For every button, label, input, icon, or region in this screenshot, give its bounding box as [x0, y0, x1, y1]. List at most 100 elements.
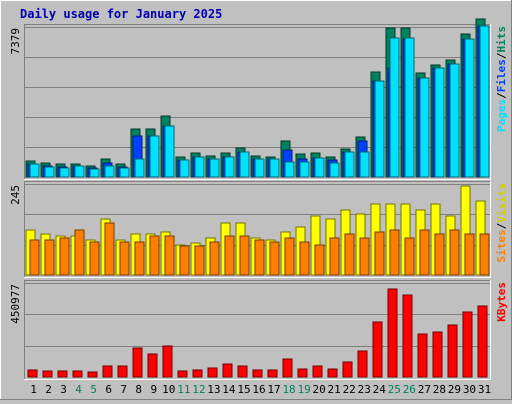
- x-tick-label-day-9: 9: [150, 383, 157, 396]
- legend-entry: Hits: [495, 26, 508, 53]
- legend-entry: /: [495, 222, 508, 229]
- chart-title: Daily usage for January 2025: [20, 7, 222, 21]
- x-tick-label-day-4: 4: [75, 383, 82, 396]
- bar-sites-day-9: [149, 235, 160, 276]
- bar-pages-day-27: [419, 77, 430, 178]
- x-tick-label-day-15: 15: [237, 383, 250, 396]
- bar-sites-day-19: [299, 241, 310, 276]
- legend-entry: Pages: [495, 99, 508, 132]
- bar-pages-day-6: [104, 165, 115, 178]
- bar-kbytes-day-27: [417, 333, 428, 378]
- bar-kbytes-day-8: [132, 347, 143, 378]
- bar-kbytes-day-6: [102, 365, 113, 378]
- bar-kbytes-day-20: [312, 365, 323, 378]
- bar-sites-day-16: [254, 239, 265, 276]
- x-tick-label-day-21: 21: [328, 383, 341, 396]
- legend-kbytes: KBytes: [495, 282, 508, 322]
- legend-entry: /: [495, 52, 508, 59]
- x-tick-label-day-30: 30: [463, 383, 476, 396]
- x-tick-label-day-17: 17: [267, 383, 280, 396]
- bar-kbytes-day-23: [357, 350, 368, 378]
- x-tick-label-day-31: 31: [478, 383, 491, 396]
- bar-pages-day-13: [209, 158, 220, 178]
- bar-sites-day-28: [434, 233, 445, 276]
- panels-layer: 7379Pages/Files/Hits245Sites/Visits45097…: [9, 18, 508, 380]
- panel-kbytes: 450977 KBytes: [9, 280, 508, 380]
- bar-kbytes-day-14: [222, 363, 233, 378]
- bar-pages-day-23: [359, 151, 370, 178]
- legend-entry: Visits: [495, 183, 508, 223]
- bar-sites-day-3: [59, 237, 70, 276]
- bar-sites-day-30: [464, 233, 475, 276]
- bar-pages-day-4: [74, 165, 85, 178]
- legend-entry: /: [495, 92, 508, 99]
- bar-pages-day-19: [299, 161, 310, 178]
- bar-sites-day-18: [284, 237, 295, 276]
- bar-pages-day-30: [464, 38, 475, 178]
- bar-kbytes-day-17: [267, 369, 278, 378]
- x-tick-label-day-16: 16: [252, 383, 265, 396]
- bar-kbytes-day-7: [117, 365, 128, 378]
- bar-sites-day-24: [374, 231, 385, 276]
- x-tick-label-day-20: 20: [313, 383, 326, 396]
- x-tick-label-day-6: 6: [105, 383, 112, 396]
- bar-kbytes-day-22: [342, 361, 353, 378]
- legend-entry: KBytes: [495, 282, 508, 322]
- x-tick-label-day-19: 19: [297, 383, 310, 396]
- legend-entry: Files: [495, 59, 508, 92]
- bar-pages-day-16: [254, 158, 265, 178]
- bar-pages-day-10: [164, 125, 175, 178]
- bar-kbytes-day-3: [57, 370, 68, 378]
- legend-entry: Sites: [495, 229, 508, 262]
- legend-hits_files_pages: Pages/Files/Hits: [495, 26, 508, 132]
- bar-sites-day-10: [164, 235, 175, 276]
- bar-pages-day-2: [44, 166, 55, 178]
- x-tick-label-day-23: 23: [358, 383, 371, 396]
- bar-pages-day-24: [374, 80, 385, 178]
- x-tick-label-day-1: 1: [30, 383, 37, 396]
- bar-pages-day-17: [269, 158, 280, 178]
- x-tick-label-day-7: 7: [120, 383, 127, 396]
- y-max-label: 7379: [9, 28, 22, 55]
- bar-kbytes-day-28: [432, 331, 443, 378]
- bar-kbytes-day-16: [252, 369, 263, 378]
- x-tick-label-day-28: 28: [433, 383, 446, 396]
- bar-sites-day-31: [479, 233, 490, 276]
- x-tick-label-day-12: 12: [192, 383, 205, 396]
- x-tick-label-day-22: 22: [343, 383, 356, 396]
- bar-sites-day-21: [329, 237, 340, 276]
- bar-sites-day-6: [104, 222, 115, 276]
- bar-kbytes-day-25: [387, 288, 398, 378]
- y-max-label: 245: [9, 185, 22, 205]
- bar-sites-day-7: [119, 241, 130, 276]
- bar-sites-day-20: [314, 244, 325, 276]
- bar-sites-day-22: [344, 233, 355, 276]
- bar-kbytes-day-21: [327, 368, 338, 378]
- bar-sites-day-5: [89, 241, 100, 276]
- bar-sites-day-11: [179, 245, 190, 276]
- x-tick-label-day-27: 27: [418, 383, 431, 396]
- x-tick-label-day-5: 5: [90, 383, 97, 396]
- bar-sites-day-17: [269, 241, 280, 276]
- bar-kbytes-day-18: [282, 358, 293, 378]
- bar-kbytes-day-12: [192, 369, 203, 378]
- bar-pages-day-18: [284, 161, 295, 178]
- bar-sites-day-13: [209, 241, 220, 276]
- bar-sites-day-1: [29, 239, 40, 276]
- bar-pages-day-14: [224, 156, 235, 178]
- bar-pages-day-26: [404, 37, 415, 178]
- bar-pages-day-7: [119, 167, 130, 178]
- x-tick-label-day-3: 3: [60, 383, 67, 396]
- bar-sites-day-23: [359, 237, 370, 276]
- bar-pages-day-25: [389, 37, 400, 178]
- bar-sites-day-2: [44, 239, 55, 276]
- y-max-label: 450977: [9, 284, 22, 324]
- bar-kbytes-day-9: [147, 353, 158, 378]
- x-tick-label-day-13: 13: [207, 383, 220, 396]
- bar-pages-day-21: [329, 162, 340, 178]
- bar-kbytes-day-1: [27, 369, 38, 378]
- bar-kbytes-day-2: [42, 370, 53, 378]
- bar-pages-day-20: [314, 157, 325, 178]
